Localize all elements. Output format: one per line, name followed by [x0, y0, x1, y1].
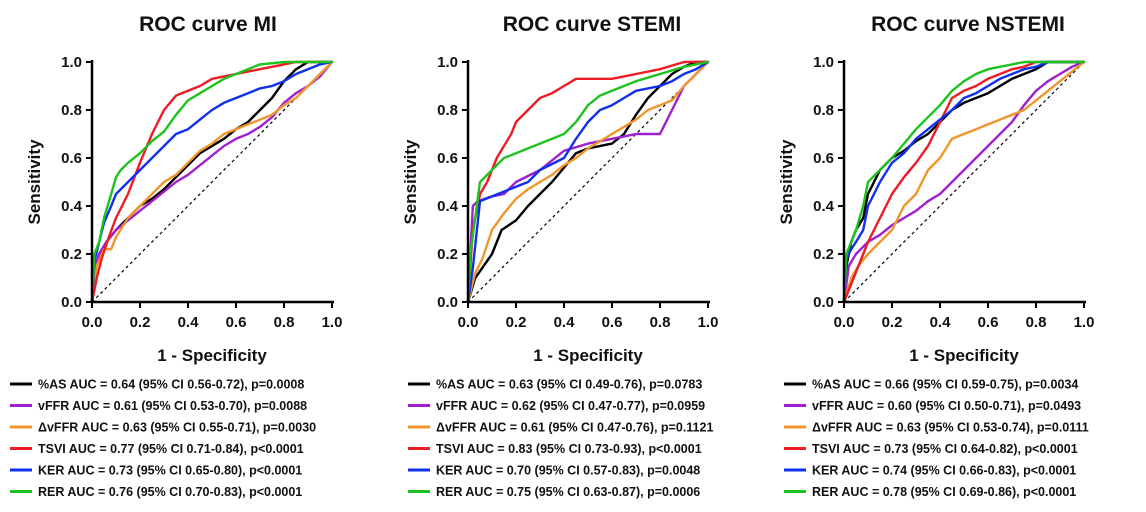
y-tick-label: 0.0: [437, 294, 458, 311]
series-line-5: [842, 60, 1086, 304]
series-line-2: [842, 60, 1086, 304]
x-tick-label: 0.4: [178, 314, 200, 331]
legend-entry: vFFR AUC = 0.62 (95% CI 0.47-0.77), p=0.…: [436, 399, 705, 413]
x-tick-label: 0.2: [130, 314, 151, 331]
x-tick-label: 0.2: [882, 314, 903, 331]
y-tick-label: 0.2: [437, 246, 458, 263]
series-line-1: [466, 60, 710, 304]
x-axis-label: 1 - Specificity: [909, 346, 1019, 365]
y-tick-label: 0.6: [813, 150, 834, 167]
series-line-6: [466, 60, 710, 304]
y-tick-label: 0.4: [61, 198, 83, 215]
y-tick-label: 0.8: [813, 102, 834, 119]
y-tick-label: 1.0: [437, 54, 458, 71]
legend-entry: KER AUC = 0.74 (95% CI 0.66-0.83), p<0.0…: [812, 464, 1076, 478]
x-tick-label: 0.6: [602, 314, 623, 331]
reference-diagonal-line: [467, 61, 709, 303]
legend-entry: ΔvFFR AUC = 0.61 (95% CI 0.47-0.76), p=0…: [436, 421, 713, 435]
legend-entry: TSVI AUC = 0.73 (95% CI 0.64-0.82), p<0.…: [812, 442, 1078, 456]
x-tick-label: 1.0: [1074, 314, 1095, 331]
legend-entry: RER AUC = 0.78 (95% CI 0.69-0.86), p<0.0…: [812, 485, 1076, 499]
series-line-5: [90, 60, 334, 304]
legend: %AS AUC = 0.64 (95% CI 0.56-0.72), p=0.0…: [10, 378, 316, 499]
series-line-3: [90, 60, 334, 304]
x-tick-label: 0.0: [458, 314, 479, 331]
x-tick-label: 0.6: [226, 314, 247, 331]
series-line-5: [466, 60, 710, 304]
chart-title: ROC curve NSTEMI: [871, 13, 1065, 36]
chart-panel-2: ROC curve STEMI 0.0 0.2 0.4 0.6 0.8 1.0 0.0 0.2 0…: [401, 13, 718, 499]
x-axis-label: 1 - Specificity: [533, 346, 643, 365]
x-tick-label: 1.0: [698, 314, 719, 331]
series-line-4: [90, 60, 334, 304]
x-tick-label: 0.4: [930, 314, 952, 331]
legend: %AS AUC = 0.63 (95% CI 0.49-0.76), p=0.0…: [408, 378, 713, 499]
series-line-3: [842, 60, 1086, 304]
x-tick-label: 0.2: [506, 314, 527, 331]
reference-diagonal-line: [843, 61, 1085, 303]
legend: %AS AUC = 0.66 (95% CI 0.59-0.75), p=0.0…: [784, 378, 1089, 499]
x-tick-label: 0.0: [834, 314, 855, 331]
y-tick-label: 0.8: [437, 102, 458, 119]
legend-entry: %AS AUC = 0.63 (95% CI 0.49-0.76), p=0.0…: [436, 378, 702, 392]
legend-entry: RER AUC = 0.76 (95% CI 0.70-0.83), p<0.0…: [38, 485, 302, 499]
x-tick-label: 0.8: [650, 314, 671, 331]
series-line-2: [90, 60, 334, 304]
legend-entry: vFFR AUC = 0.61 (95% CI 0.53-0.70), p=0.…: [38, 399, 307, 413]
legend-entry: %AS AUC = 0.66 (95% CI 0.59-0.75), p=0.0…: [812, 378, 1078, 392]
chart-panel-3: ROC curve NSTEMI 0.0 0.2 0.4 0.6 0.8 1.0 0.0 0.2…: [777, 13, 1094, 499]
y-tick-label: 0.6: [61, 150, 82, 167]
x-tick-label: 0.4: [554, 314, 576, 331]
series-line-6: [842, 60, 1086, 304]
legend-entry: %AS AUC = 0.64 (95% CI 0.56-0.72), p=0.0…: [38, 378, 304, 392]
chart-panel-1: ROC curve MI 0.0 0.2 0.4 0.6 0.8 1.0 0.0 0.2 0.4 0…: [10, 13, 342, 499]
y-tick-label: 1.0: [813, 54, 834, 71]
y-tick-label: 1.0: [61, 54, 82, 71]
x-tick-label: 0.8: [1026, 314, 1047, 331]
legend-entry: vFFR AUC = 0.60 (95% CI 0.50-0.71), p=0.…: [812, 399, 1081, 413]
series-line-3: [466, 60, 710, 304]
series-line-4: [842, 60, 1086, 304]
series-line-6: [90, 60, 334, 304]
y-axis-label: Sensitivity: [401, 139, 420, 225]
x-tick-label: 1.0: [322, 314, 343, 331]
chart-title: ROC curve MI: [139, 13, 277, 36]
y-tick-label: 0.4: [813, 198, 835, 215]
legend-entry: KER AUC = 0.73 (95% CI 0.65-0.80), p<0.0…: [38, 464, 302, 478]
legend-entry: ΔvFFR AUC = 0.63 (95% CI 0.53-0.74), p=0…: [812, 421, 1089, 435]
x-axis-label: 1 - Specificity: [157, 346, 267, 365]
x-tick-label: 0.8: [274, 314, 295, 331]
y-axis-label: Sensitivity: [25, 139, 44, 225]
chart-title: ROC curve STEMI: [503, 13, 682, 36]
y-tick-label: 0.8: [61, 102, 82, 119]
y-tick-label: 0.0: [61, 294, 82, 311]
legend-entry: TSVI AUC = 0.83 (95% CI 0.73-0.93), p<0.…: [436, 442, 702, 456]
y-tick-label: 0.6: [437, 150, 458, 167]
legend-entry: RER AUC = 0.75 (95% CI 0.63-0.87), p=0.0…: [436, 485, 700, 499]
y-tick-label: 0.0: [813, 294, 834, 311]
x-tick-label: 0.6: [978, 314, 999, 331]
y-tick-label: 0.2: [813, 246, 834, 263]
x-tick-label: 0.0: [82, 314, 103, 331]
y-tick-label: 0.2: [61, 246, 82, 263]
legend-entry: TSVI AUC = 0.77 (95% CI 0.71-0.84), p<0.…: [38, 442, 304, 456]
reference-diagonal-line: [91, 61, 333, 303]
series-line-4: [466, 60, 710, 304]
y-axis-label: Sensitivity: [777, 139, 796, 225]
y-tick-label: 0.4: [437, 198, 459, 215]
legend-entry: KER AUC = 0.70 (95% CI 0.57-0.83), p=0.0…: [436, 464, 700, 478]
legend-entry: ΔvFFR AUC = 0.63 (95% CI 0.55-0.71), p=0…: [38, 421, 316, 435]
